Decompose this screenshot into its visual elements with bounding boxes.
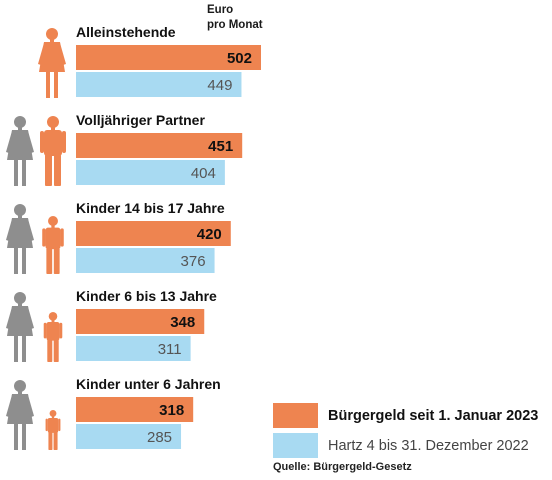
- unit-line-2: pro Monat: [207, 19, 263, 31]
- bar-buergergeld: [76, 133, 243, 158]
- group-title: Kinder unter 6 Jahren: [76, 376, 221, 392]
- legend: Bürgergeld seit 1. Januar 2023 Hartz 4 b…: [273, 403, 538, 463]
- group-title: Kinder 6 bis 13 Jahre: [76, 288, 217, 304]
- man-figure-icon: [40, 116, 66, 186]
- legend-item-new: Bürgergeld seit 1. Januar 2023: [273, 403, 538, 428]
- group-5: Kinder unter 6 Jahren 318 285: [6, 376, 221, 450]
- bar-hartz4: [76, 248, 215, 273]
- value-label-buergergeld: 348: [170, 314, 195, 331]
- bar-buergergeld: [76, 221, 231, 246]
- value-label-hartz4: 285: [147, 429, 172, 446]
- bar-hartz4: [76, 336, 191, 361]
- value-label-buergergeld: 502: [227, 50, 252, 67]
- woman-figure-icon: [6, 292, 34, 362]
- woman-figure-icon: [38, 28, 66, 98]
- legend-swatch-new: [273, 403, 318, 428]
- value-label-buergergeld: 420: [197, 226, 222, 243]
- value-label-buergergeld: 451: [208, 138, 233, 155]
- bar-hartz4: [76, 72, 242, 97]
- woman-figure-icon: [6, 380, 34, 450]
- bar-hartz4: [76, 424, 182, 449]
- woman-figure-icon: [6, 204, 34, 274]
- teen-figure-icon: [42, 216, 64, 274]
- woman-figure-icon: [6, 116, 34, 186]
- bar-buergergeld: [76, 309, 205, 334]
- group-1: Alleinstehende 502 449: [38, 24, 261, 98]
- toddler-figure-icon: [45, 410, 61, 450]
- child-figure-icon: [43, 312, 63, 362]
- bar-buergergeld: [76, 45, 261, 70]
- unit-label: Euro pro Monat: [207, 3, 263, 33]
- bar-hartz4: [76, 160, 225, 185]
- group-title: Alleinstehende: [76, 24, 176, 40]
- legend-label-new: Bürgergeld seit 1. Januar 2023: [328, 407, 539, 424]
- bar-buergergeld: [76, 397, 194, 422]
- group-title: Kinder 14 bis 17 Jahre: [76, 200, 225, 216]
- group-3: Kinder 14 bis 17 Jahre 420 376: [6, 200, 231, 274]
- value-label-hartz4: 449: [207, 77, 232, 94]
- value-label-hartz4: 376: [181, 253, 206, 270]
- unit-line-1: Euro: [207, 4, 234, 16]
- value-label-buergergeld: 318: [159, 402, 184, 419]
- value-label-hartz4: 404: [191, 165, 216, 182]
- group-title: Volljähriger Partner: [76, 112, 205, 128]
- legend-label-old: Hartz 4 bis 31. Dezember 2022: [328, 437, 529, 454]
- value-label-hartz4: 311: [158, 341, 182, 358]
- group-4: Kinder 6 bis 13 Jahre 348 311: [6, 288, 217, 362]
- legend-item-old: Hartz 4 bis 31. Dezember 2022: [273, 433, 538, 458]
- legend-swatch-old: [273, 433, 318, 458]
- source-note: Quelle: Bürgergeld-Gesetz: [273, 461, 412, 473]
